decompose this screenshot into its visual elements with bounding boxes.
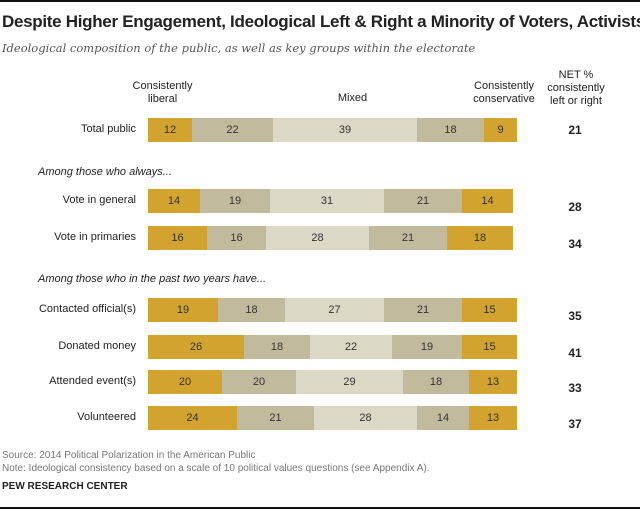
bar-segment-liberal: 24 [148,406,237,430]
bar-segment-mostly-liberal: 22 [192,118,273,142]
row-label: Total public [80,123,136,135]
bar-segment-mostly-conservative: 19 [392,335,462,359]
section-label-past-two-years: Among those who in the past two years ha… [38,273,267,285]
bar-segment-conservative: 18 [447,226,513,250]
header-mixed: Mixed [337,92,368,104]
row-label: Vote in general [62,194,136,206]
bar-segment-mostly-conservative: 21 [369,226,447,250]
methodology-note: Note: Ideological consistency based on a… [2,463,430,474]
bar-segment-mostly-liberal: 18 [218,298,285,322]
bar-segment-mixed: 31 [270,189,384,213]
bar-segment-mostly-conservative: 21 [384,189,462,213]
row-label: Contacted official(s) [38,303,136,315]
top-rule [0,0,640,2]
source-note: Source: 2014 Political Polarization in t… [2,450,256,461]
row-label: Vote in primaries [54,231,136,243]
header-conservative: Consistently conservative [473,80,535,105]
net-value: 35 [568,309,582,323]
net-value: 34 [568,237,582,251]
bar-segment-liberal: 16 [148,226,207,250]
bar-segment-mostly-liberal: 18 [244,335,310,359]
bar-segment-liberal: 12 [148,118,192,142]
chart-subtitle: Ideological composition of the public, a… [2,41,476,55]
net-value: 21 [568,123,582,137]
bar-segment-liberal: 26 [148,335,244,359]
bar-segment-liberal: 20 [148,370,222,394]
chart-title: Despite Higher Engagement, Ideological L… [2,12,640,31]
bar-segment-mostly-conservative: 21 [384,298,462,322]
brand-label: PEW RESEARCH CENTER [2,481,128,492]
net-value: 28 [568,200,582,214]
bar-segment-mostly-conservative: 18 [403,370,469,394]
bar-segment-mostly-liberal: 20 [222,370,296,394]
bar-segment-mostly-conservative: 18 [417,118,484,142]
bar-segment-mixed: 39 [273,118,417,142]
section-label-always: Among those who always... [38,166,172,178]
bar-segment-mostly-liberal: 19 [200,189,270,213]
row-label: Attended event(s) [49,375,136,387]
row-label: Donated money [58,340,136,352]
bar-segment-conservative: 14 [462,189,513,213]
bar-segment-mixed: 29 [296,370,403,394]
net-value: 37 [568,417,582,431]
bar-segment-mixed: 28 [314,406,417,430]
bar-segment-mostly-conservative: 14 [417,406,469,430]
bar-segment-mostly-liberal: 16 [207,226,266,250]
bar-segment-conservative: 15 [462,298,517,322]
bar-segment-mixed: 28 [266,226,369,250]
bar-segment-conservative: 9 [484,118,517,142]
net-value: 33 [568,381,582,395]
bar-segment-mixed: 27 [285,298,384,322]
net-value: 41 [568,346,582,360]
bar-segment-conservative: 13 [469,370,517,394]
bar-segment-liberal: 19 [148,298,218,322]
bar-segment-conservative: 13 [469,406,517,430]
bar-segment-mixed: 22 [310,335,392,359]
bar-segment-conservative: 15 [462,335,517,359]
bottom-rule [0,507,640,509]
bar-segment-mostly-liberal: 21 [237,406,314,430]
header-liberal: Consistently liberal [132,80,193,105]
bar-segment-liberal: 14 [148,189,200,213]
row-label: Volunteered [77,411,136,423]
header-net: NET % consistently left or right [547,69,605,107]
